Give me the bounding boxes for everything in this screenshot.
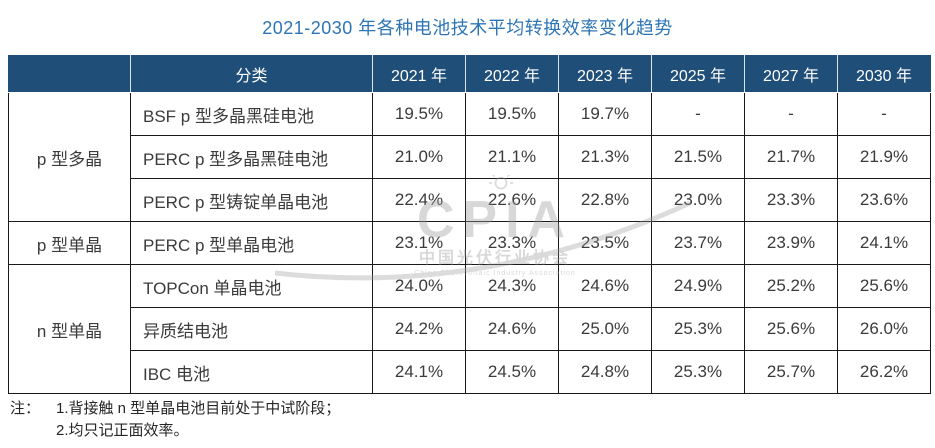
value-cell: 24.9% xyxy=(651,264,745,308)
value-cell: 24.1% xyxy=(372,350,466,394)
value-cell: 21.1% xyxy=(465,135,559,179)
value-cell: 23.6% xyxy=(837,178,931,222)
table-row-ibc: IBC 电池 24.1% 24.5% 24.8% 25.3% 25.7% 26.… xyxy=(9,350,931,394)
value-cell: 25.6% xyxy=(837,264,931,308)
value-cell: 26.2% xyxy=(837,350,931,394)
value-cell: 24.5% xyxy=(465,350,559,394)
value-cell: 23.9% xyxy=(744,221,838,265)
battery-name-cell: PERC p 型铸锭单晶电池 xyxy=(130,178,373,222)
efficiency-table-wrapper: 分类 2021 年 2022 年 2023 年 2025 年 2027 年 20… xyxy=(8,55,931,394)
value-cell: 23.3% xyxy=(744,178,838,222)
battery-name-cell: IBC 电池 xyxy=(130,350,373,394)
value-cell: 25.2% xyxy=(744,264,838,308)
battery-name-cell: BSF p 型多晶黑硅电池 xyxy=(130,92,373,136)
value-cell: 24.0% xyxy=(372,264,466,308)
header-year-2025: 2025 年 xyxy=(651,55,745,93)
value-cell: 21.9% xyxy=(837,135,931,179)
header-blank-cell xyxy=(8,55,131,93)
value-cell: - xyxy=(837,92,931,136)
table-row-perc-p-cast-mono: PERC p 型铸锭单晶电池 22.4% 22.6% 22.8% 23.0% 2… xyxy=(9,178,931,222)
group-label-n-mono: n 型单晶 xyxy=(8,264,131,394)
value-cell: 21.5% xyxy=(651,135,745,179)
value-cell: 24.8% xyxy=(558,350,652,394)
value-cell: 23.1% xyxy=(372,221,466,265)
value-cell: 25.7% xyxy=(744,350,838,394)
battery-name-cell: PERC p 型多晶黑硅电池 xyxy=(130,135,373,179)
page-title: 2021-2030 年各种电池技术平均转换效率变化趋势 xyxy=(262,18,673,38)
table-row-hjt: 异质结电池 24.2% 24.6% 25.0% 25.3% 25.6% 26.0… xyxy=(9,307,931,351)
value-cell: 25.6% xyxy=(744,307,838,351)
footnote-line-1: 注： 1.背接触 n 型单晶电池目前处于中试阶段； xyxy=(10,398,340,420)
header-row: 分类 2021 年 2022 年 2023 年 2025 年 2027 年 20… xyxy=(8,55,931,93)
value-cell: 25.3% xyxy=(651,307,745,351)
value-cell: 19.5% xyxy=(372,92,466,136)
table-row-perc-p-mono: p 型单晶 PERC p 型单晶电池 23.1% 23.3% 23.5% 23.… xyxy=(8,221,931,265)
value-cell: 21.3% xyxy=(558,135,652,179)
battery-name-cell: PERC p 型单晶电池 xyxy=(130,221,373,265)
group-label-p-multi: p 型多晶 xyxy=(8,92,131,222)
value-cell: 24.3% xyxy=(465,264,559,308)
value-cell: - xyxy=(744,92,838,136)
value-cell: 22.6% xyxy=(465,178,559,222)
header-year-2021: 2021 年 xyxy=(372,55,466,93)
value-cell: 21.7% xyxy=(744,135,838,179)
value-cell: 23.3% xyxy=(465,221,559,265)
value-cell: - xyxy=(651,92,745,136)
header-category: 分类 xyxy=(130,55,373,93)
value-cell: 24.1% xyxy=(837,221,931,265)
value-cell: 23.0% xyxy=(651,178,745,222)
value-cell: 22.8% xyxy=(558,178,652,222)
table-row-topcon: n 型单晶 TOPCon 单晶电池 24.0% 24.3% 24.6% 24.9… xyxy=(8,264,931,394)
battery-name-cell: TOPCon 单晶电池 xyxy=(130,264,373,308)
value-cell: 19.7% xyxy=(558,92,652,136)
value-cell: 23.7% xyxy=(651,221,745,265)
header-year-2022: 2022 年 xyxy=(465,55,559,93)
header-year-2027: 2027 年 xyxy=(744,55,838,93)
table-row-bsf-p-multi: p 型多晶 BSF p 型多晶黑硅电池 19.5% 19.5% 19.7% - … xyxy=(8,92,931,222)
footnotes: 注： 1.背接触 n 型单晶电池目前处于中试阶段； 2.均只记正面效率。 xyxy=(10,398,340,442)
efficiency-table: 分类 2021 年 2022 年 2023 年 2025 年 2027 年 20… xyxy=(8,55,931,394)
value-cell: 23.5% xyxy=(558,221,652,265)
footnote-text-2: 2.均只记正面效率。 xyxy=(56,422,189,439)
value-cell: 24.6% xyxy=(465,307,559,351)
footnote-prefix: 注： xyxy=(10,400,41,417)
battery-name-cell: 异质结电池 xyxy=(130,307,373,351)
footnote-line-2: 2.均只记正面效率。 xyxy=(10,420,340,442)
value-cell: 25.0% xyxy=(558,307,652,351)
value-cell: 22.4% xyxy=(372,178,466,222)
value-cell: 26.0% xyxy=(837,307,931,351)
value-cell: 19.5% xyxy=(465,92,559,136)
footnote-text-1: 1.背接触 n 型单晶电池目前处于中试阶段； xyxy=(56,400,341,417)
header-year-2030: 2030 年 xyxy=(837,55,931,93)
value-cell: 25.3% xyxy=(651,350,745,394)
value-cell: 24.6% xyxy=(558,264,652,308)
table-row-perc-p-multi: PERC p 型多晶黑硅电池 21.0% 21.1% 21.3% 21.5% 2… xyxy=(9,135,931,179)
value-cell: 24.2% xyxy=(372,307,466,351)
group-label-p-mono: p 型单晶 xyxy=(8,221,131,265)
header-year-2023: 2023 年 xyxy=(558,55,652,93)
value-cell: 21.0% xyxy=(372,135,466,179)
